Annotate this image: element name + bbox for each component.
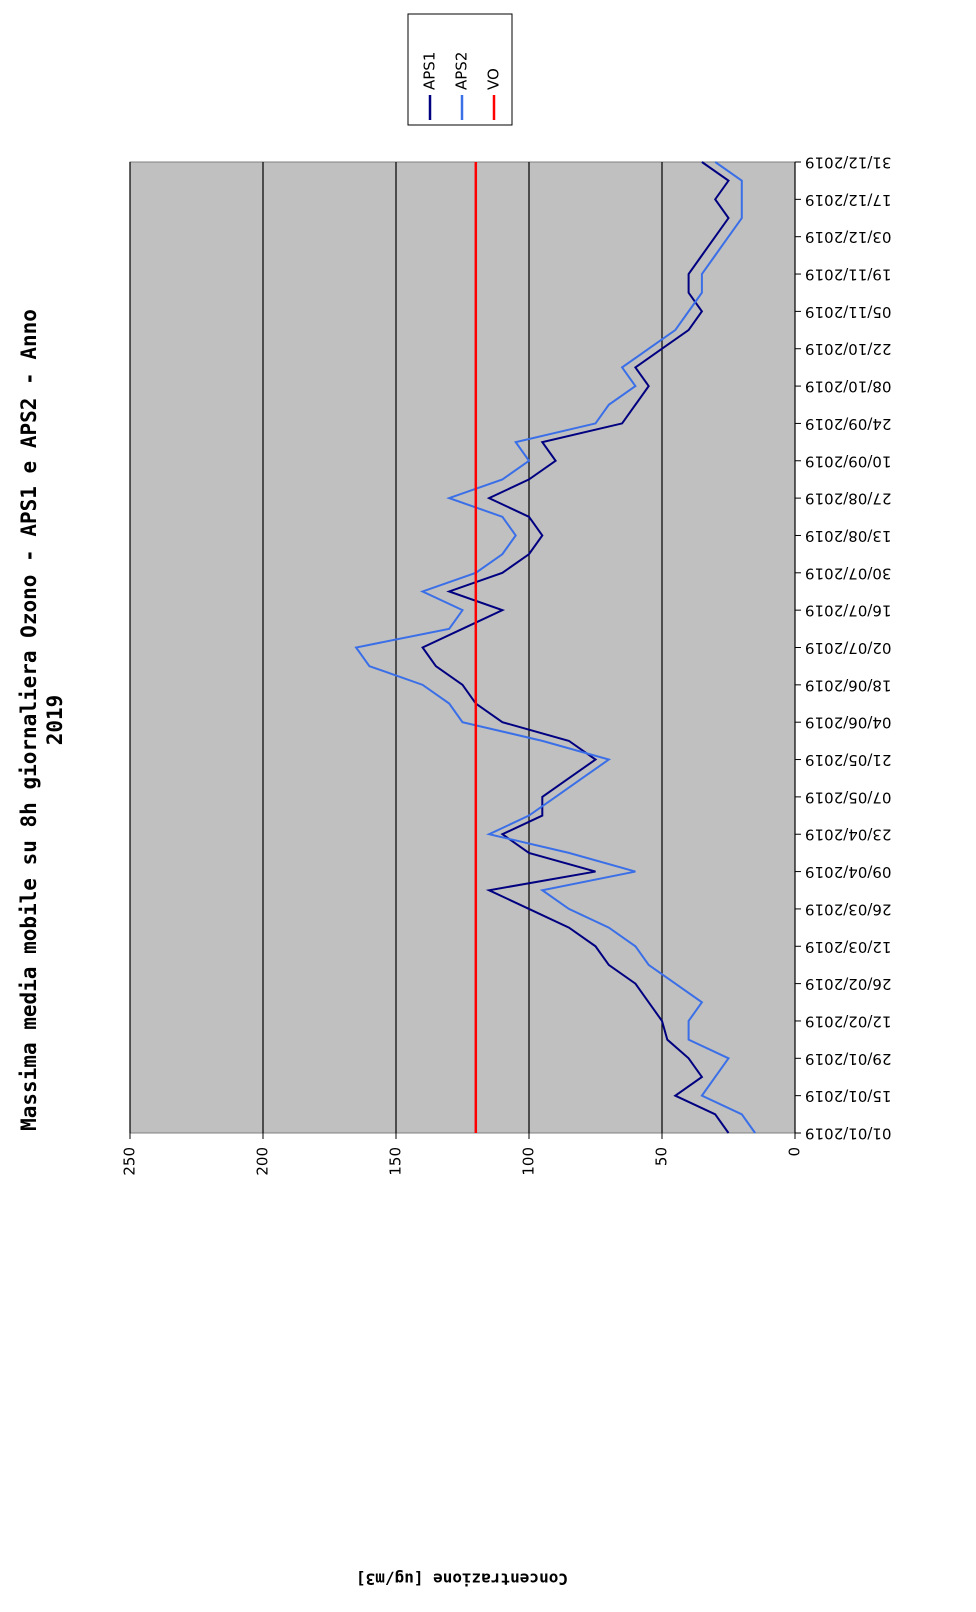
x-tick-label: 17/12/2019 xyxy=(805,191,891,209)
x-tick-label: 23/04/2019 xyxy=(805,826,891,844)
x-tick-label: 12/02/2019 xyxy=(805,1012,891,1030)
x-tick-label: 02/07/2019 xyxy=(805,639,891,657)
plot-area xyxy=(129,161,796,1134)
chart-title: 2019 xyxy=(43,695,67,746)
x-tick-label: 29/01/2019 xyxy=(805,1050,891,1068)
y-tick-label: 200 xyxy=(254,1147,272,1176)
x-tick-label: 05/11/2019 xyxy=(805,303,891,321)
x-tick-label: 08/10/2019 xyxy=(805,378,891,396)
y-tick-label: 50 xyxy=(653,1147,671,1166)
x-tick-label: 19/11/2019 xyxy=(805,266,891,284)
legend-label: APS1 xyxy=(421,52,439,90)
x-tick-label: 27/08/2019 xyxy=(805,490,891,508)
x-tick-label: 01/01/2019 xyxy=(805,1125,891,1143)
x-tick-label: 15/01/2019 xyxy=(805,1087,891,1105)
chart-title: Massima media mobile su 8h giornaliera O… xyxy=(17,309,41,1131)
x-tick-label: 26/02/2019 xyxy=(805,975,891,993)
y-tick-label: 100 xyxy=(520,1147,538,1176)
series-line xyxy=(421,161,730,1134)
x-tick-label: 24/09/2019 xyxy=(805,415,891,433)
x-tick-label: 09/04/2019 xyxy=(805,863,891,881)
x-tick-label: 18/06/2019 xyxy=(805,676,891,694)
legend-label: APS2 xyxy=(453,52,471,90)
x-tick-label: 26/03/2019 xyxy=(805,900,891,918)
y-axis-title: Concentrazione [ug/m3] xyxy=(356,1570,568,1589)
x-tick-label: 13/08/2019 xyxy=(805,527,891,545)
x-tick-label: 31/12/2019 xyxy=(805,154,891,172)
y-tick-label: 0 xyxy=(786,1147,804,1157)
x-tick-label: 12/03/2019 xyxy=(805,938,891,956)
legend-label: VO xyxy=(485,68,503,90)
y-tick-label: 150 xyxy=(387,1147,405,1176)
x-tick-label: 10/09/2019 xyxy=(805,452,891,470)
chart-body: Massima media mobile su 8h giornaliera O… xyxy=(17,13,891,1589)
x-tick-label: 21/05/2019 xyxy=(805,751,891,769)
x-tick-label: 22/10/2019 xyxy=(805,340,891,358)
y-tick-label: 250 xyxy=(121,1147,139,1176)
x-tick-label: 03/12/2019 xyxy=(805,228,891,246)
x-tick-label: 16/07/2019 xyxy=(805,602,891,620)
x-tick-label: 30/07/2019 xyxy=(805,564,891,582)
x-tick-label: 07/05/2019 xyxy=(805,788,891,806)
legend-box xyxy=(407,13,513,126)
series-line xyxy=(354,161,756,1134)
x-tick-label: 04/06/2019 xyxy=(805,714,891,732)
